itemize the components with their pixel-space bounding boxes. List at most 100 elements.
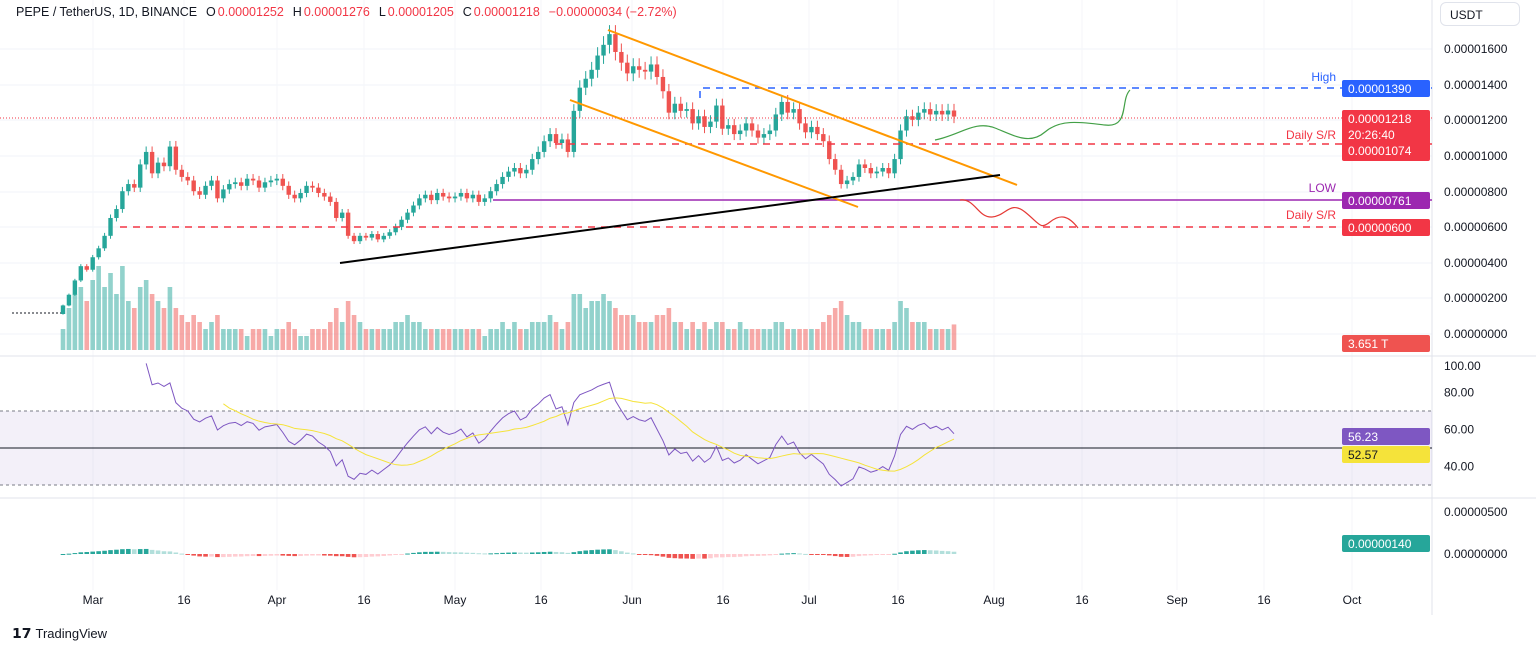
volume-bar bbox=[583, 308, 589, 350]
candle-body bbox=[933, 110, 939, 115]
volume-bar bbox=[215, 315, 220, 350]
candle-body bbox=[345, 212, 351, 236]
candle-body bbox=[803, 123, 808, 133]
last-price-tag bbox=[1342, 110, 1430, 161]
macd-histogram-bar bbox=[108, 550, 113, 554]
volume-bar bbox=[417, 322, 422, 350]
macd-histogram-bar bbox=[488, 553, 493, 555]
volume-tag-text: 3.651 T bbox=[1348, 337, 1389, 351]
macd-histogram-bar bbox=[446, 552, 452, 554]
candle-body bbox=[536, 151, 541, 160]
volume-bar bbox=[173, 308, 179, 350]
time-axis-label: Oct bbox=[1343, 593, 1362, 607]
volume-bar bbox=[203, 329, 208, 350]
volume-bar bbox=[613, 308, 618, 350]
volume-bar bbox=[660, 315, 666, 350]
candle-body bbox=[494, 184, 499, 192]
high-level-line bbox=[699, 87, 1432, 98]
candle-body bbox=[155, 162, 161, 174]
macd-histogram-bar bbox=[553, 551, 559, 554]
macd-histogram-bar bbox=[601, 549, 606, 554]
macd-histogram-bar bbox=[666, 554, 672, 558]
macd-histogram-bar bbox=[743, 554, 749, 557]
volume-bar bbox=[559, 329, 565, 350]
volume-bar bbox=[708, 329, 713, 350]
candle-body bbox=[126, 184, 131, 192]
volume-bar bbox=[589, 301, 594, 350]
volume-bar bbox=[749, 329, 755, 350]
macd-histogram-bar bbox=[898, 552, 903, 554]
volume-bar bbox=[423, 329, 428, 350]
macd-histogram-bar bbox=[96, 551, 101, 554]
volume-bar bbox=[714, 322, 719, 350]
macd-histogram-bar bbox=[161, 551, 167, 554]
candle-body bbox=[862, 164, 868, 168]
macd-histogram-bar bbox=[583, 550, 589, 554]
volume-bar bbox=[244, 336, 250, 350]
macd-histogram-bar bbox=[868, 554, 874, 556]
macd-histogram-bar bbox=[363, 554, 369, 558]
volume-bar bbox=[322, 329, 327, 350]
volume-bar bbox=[654, 315, 660, 350]
candle-body bbox=[601, 44, 606, 56]
candle-body bbox=[357, 235, 363, 242]
candle-body bbox=[488, 191, 493, 199]
volume-bar bbox=[197, 322, 202, 350]
volume-bar bbox=[886, 329, 891, 350]
candle-body bbox=[280, 178, 285, 186]
macd-histogram-bar bbox=[298, 554, 303, 557]
candle-body bbox=[530, 159, 535, 170]
candle-body bbox=[892, 159, 897, 174]
macd-histogram-bar bbox=[203, 554, 208, 557]
candle-body bbox=[149, 151, 155, 174]
candle-body bbox=[684, 109, 689, 111]
volume-bar bbox=[892, 322, 897, 350]
volume-bar bbox=[488, 329, 493, 350]
volume-bar bbox=[227, 329, 232, 350]
candle-body bbox=[755, 130, 761, 138]
daily-sr-label: Daily S/R bbox=[1286, 208, 1336, 222]
macd-axis-label: 0.00000500 bbox=[1444, 505, 1508, 519]
candle-body bbox=[773, 114, 778, 131]
rsi-axis-label: 80.00 bbox=[1444, 386, 1474, 400]
volume-bar bbox=[363, 329, 369, 350]
volume-bar bbox=[922, 322, 927, 350]
macd-histogram-bar bbox=[345, 554, 351, 557]
candle-body bbox=[838, 169, 844, 185]
macd-histogram-bar bbox=[571, 552, 577, 554]
currency-button[interactable]: USDT bbox=[1440, 2, 1520, 26]
candle-body bbox=[743, 123, 749, 131]
candle-body bbox=[387, 232, 392, 236]
macd-histogram-bar bbox=[167, 551, 173, 554]
macd-histogram-bar bbox=[428, 551, 434, 554]
macd-histogram-bar bbox=[452, 552, 458, 554]
volume-bar bbox=[470, 329, 476, 350]
high-label: H bbox=[292, 5, 302, 19]
volume-bar bbox=[452, 329, 458, 350]
volume-bar bbox=[126, 301, 131, 350]
time-axis-label: May bbox=[444, 593, 467, 607]
candle-body bbox=[72, 280, 78, 295]
macd-histogram-bar bbox=[464, 552, 470, 554]
macd-histogram-bar bbox=[417, 552, 422, 554]
rsi-ma-value-tag-text: 52.57 bbox=[1348, 448, 1378, 462]
macd-histogram-bar bbox=[232, 554, 238, 557]
volume-bar bbox=[945, 329, 951, 350]
candle-body bbox=[381, 235, 386, 240]
macd-histogram-bar bbox=[755, 554, 761, 556]
candle-body bbox=[334, 201, 339, 218]
price-axis-label: 0.00000800 bbox=[1444, 185, 1508, 199]
candle-body bbox=[945, 110, 951, 115]
macd-histogram-bar bbox=[333, 554, 339, 557]
symbol-title[interactable]: PEPE / TetherUS, 1D, BINANCE bbox=[16, 5, 198, 19]
volume-bar bbox=[862, 329, 868, 350]
macd-histogram-bar bbox=[185, 554, 191, 555]
time-axis-label: Jun bbox=[622, 593, 641, 607]
tradingview-logo[interactable]: 𝟭𝟳 TradingView bbox=[12, 625, 107, 642]
volume-bar bbox=[120, 266, 125, 350]
candle-body bbox=[239, 182, 244, 186]
close-value: 0.00001218 bbox=[473, 5, 540, 19]
macd-histogram-bar bbox=[844, 554, 850, 557]
